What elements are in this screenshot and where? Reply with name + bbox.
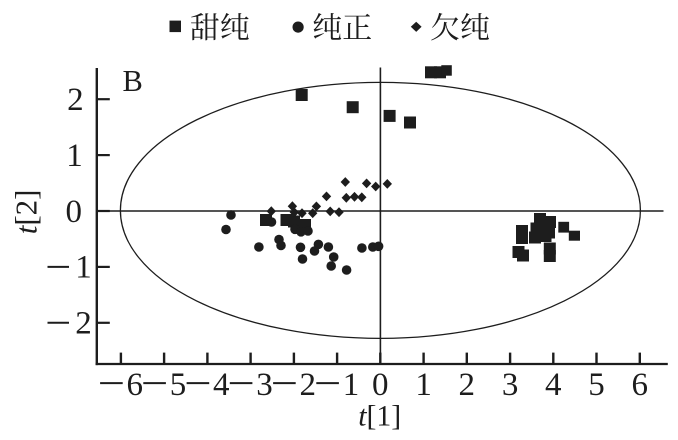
svg-text:2: 2 bbox=[67, 82, 84, 118]
svg-text:1: 1 bbox=[66, 138, 83, 174]
svg-text:1: 1 bbox=[415, 367, 432, 403]
svg-text:4: 4 bbox=[545, 367, 562, 403]
svg-text:t[1]: t[1] bbox=[358, 400, 401, 433]
svg-text:4: 4 bbox=[213, 367, 230, 403]
svg-text:6: 6 bbox=[127, 367, 144, 403]
svg-text:5: 5 bbox=[170, 367, 187, 403]
svg-text:0: 0 bbox=[65, 194, 82, 230]
svg-text:2: 2 bbox=[75, 306, 92, 342]
svg-text:B: B bbox=[123, 64, 143, 98]
svg-text:2: 2 bbox=[300, 367, 317, 403]
svg-text:1: 1 bbox=[75, 250, 92, 286]
svg-text:t[2]: t[2] bbox=[9, 190, 44, 235]
svg-text:3: 3 bbox=[256, 367, 273, 403]
svg-text:6: 6 bbox=[632, 367, 649, 403]
svg-text:2: 2 bbox=[459, 367, 476, 403]
svg-text:1: 1 bbox=[343, 367, 360, 403]
svg-text:3: 3 bbox=[502, 367, 519, 403]
svg-text:0: 0 bbox=[372, 367, 389, 403]
svg-text:5: 5 bbox=[588, 367, 605, 403]
